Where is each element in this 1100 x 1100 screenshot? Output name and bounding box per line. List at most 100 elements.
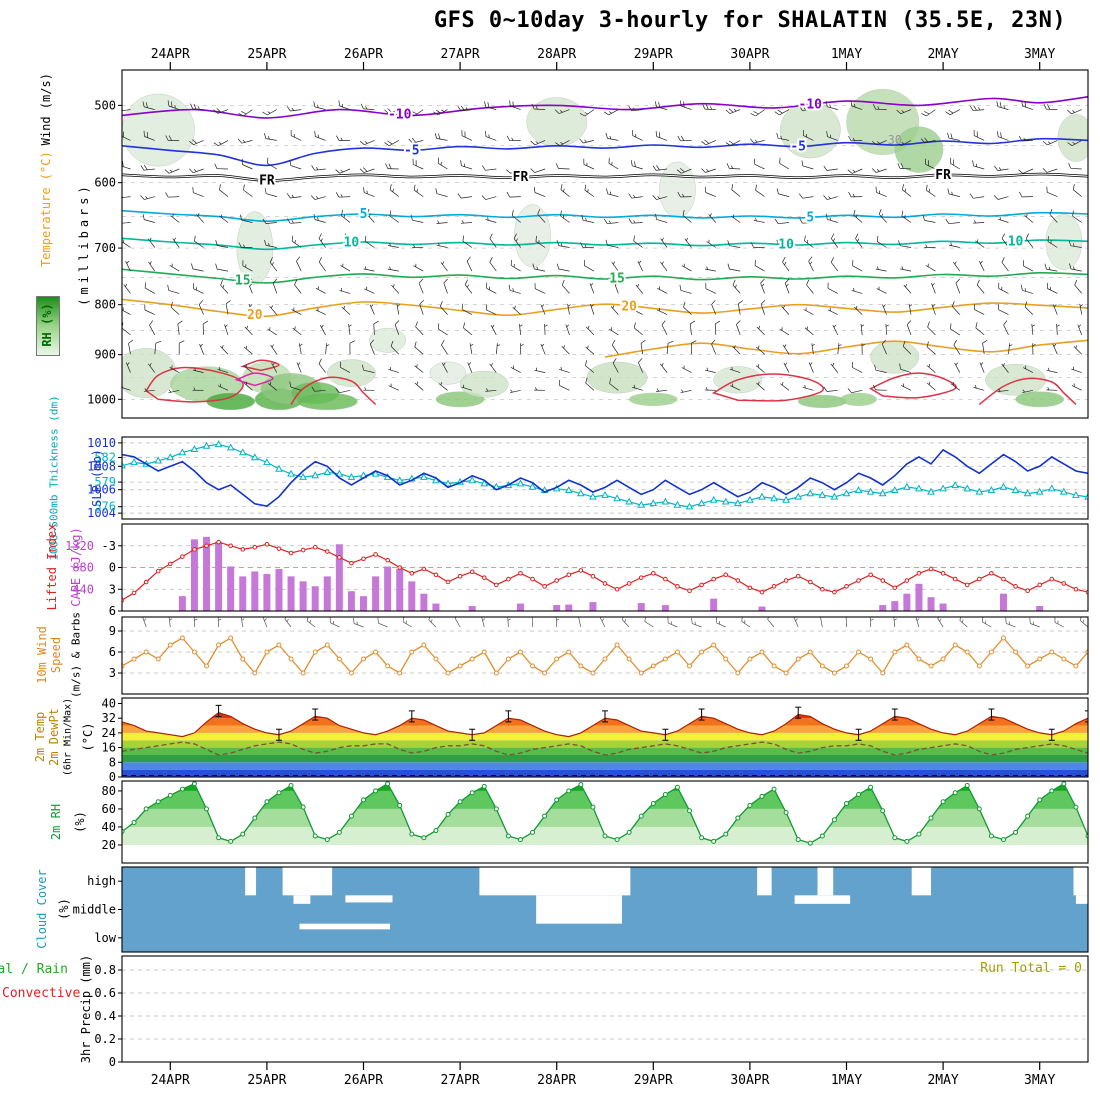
svg-text:2MAY: 2MAY bbox=[927, 47, 958, 62]
svg-text:0: 0 bbox=[109, 1055, 116, 1069]
rh2m-fill bbox=[122, 783, 1088, 863]
svg-text:800: 800 bbox=[94, 298, 116, 312]
run-total-text: Run Total = 0 bbox=[980, 961, 1082, 976]
svg-text:FR: FR bbox=[513, 170, 529, 185]
svg-text:middle: middle bbox=[73, 903, 116, 917]
svg-text:2MAY: 2MAY bbox=[927, 1073, 958, 1088]
time-axis: 24APR 24APR 25APR 25APR 26APR 26APR 27APR 27APR… bbox=[151, 47, 1056, 1088]
p3-cape-label: CAPE (J/kg) bbox=[69, 527, 83, 607]
svg-text:500: 500 bbox=[94, 98, 116, 112]
svg-text:10: 10 bbox=[344, 236, 360, 251]
p4-wind-label-2: Speed bbox=[49, 636, 63, 674]
rh-legend-swatch bbox=[36, 296, 60, 356]
svg-text:1MAY: 1MAY bbox=[831, 1073, 862, 1088]
svg-text:29APR: 29APR bbox=[634, 47, 673, 62]
p5-minmax-label: (6hr Min/Max) bbox=[62, 697, 74, 777]
svg-text:6: 6 bbox=[109, 604, 116, 618]
svg-text:20: 20 bbox=[247, 308, 263, 323]
temp2m-fill bbox=[122, 712, 1088, 777]
rh2m-panel bbox=[122, 781, 1088, 846]
svg-text:24: 24 bbox=[102, 726, 116, 740]
p8-convective-label: Convective bbox=[2, 986, 81, 1001]
svg-text:579: 579 bbox=[94, 475, 116, 489]
svg-text:576: 576 bbox=[94, 500, 116, 514]
svg-text:5: 5 bbox=[360, 207, 368, 222]
p8-total-rain-label: Total / Rain bbox=[0, 962, 68, 977]
svg-text:28APR: 28APR bbox=[537, 1073, 576, 1088]
svg-text:40: 40 bbox=[102, 697, 116, 711]
svg-text:0.8: 0.8 bbox=[94, 963, 116, 977]
cloud-panel bbox=[245, 867, 1088, 930]
svg-text:low: low bbox=[94, 931, 116, 945]
svg-text:440: 440 bbox=[72, 582, 94, 596]
svg-text:30: 30 bbox=[888, 133, 902, 147]
svg-text:high: high bbox=[87, 874, 116, 888]
svg-text:582: 582 bbox=[94, 451, 116, 465]
p2-slp-label: SLP (mb) bbox=[90, 449, 104, 507]
svg-text:1006: 1006 bbox=[87, 483, 116, 497]
p7-units-label: (%) bbox=[57, 898, 71, 920]
p3-lifted-index-label: Lifted Index bbox=[45, 523, 59, 611]
svg-text:32: 32 bbox=[102, 711, 116, 725]
slp-thickness-panel bbox=[122, 440, 1088, 510]
svg-text:0: 0 bbox=[109, 561, 116, 575]
svg-text:-3: -3 bbox=[102, 539, 116, 553]
svg-text:FR: FR bbox=[935, 168, 951, 183]
p4-wind-label-1: 10m Wind bbox=[35, 626, 49, 684]
svg-text:0.6: 0.6 bbox=[94, 986, 116, 1000]
svg-text:26APR: 26APR bbox=[344, 47, 383, 62]
svg-text:-5: -5 bbox=[404, 143, 420, 158]
svg-text:0.4: 0.4 bbox=[94, 1009, 116, 1023]
svg-text:700: 700 bbox=[94, 241, 116, 255]
svg-text:0: 0 bbox=[109, 770, 116, 784]
p1-wind-label: Wind (m/s) bbox=[39, 73, 53, 146]
svg-text:FR: FR bbox=[259, 174, 275, 189]
svg-text:-5: -5 bbox=[790, 140, 806, 155]
svg-text:15: 15 bbox=[609, 271, 625, 286]
svg-text:880: 880 bbox=[72, 561, 94, 575]
svg-text:80: 80 bbox=[102, 784, 116, 798]
p1-rh-label: RH (%) bbox=[40, 303, 54, 347]
svg-text:1004: 1004 bbox=[87, 506, 116, 520]
p1-millibars-label: (millibars) bbox=[77, 182, 91, 306]
temp2m-panel bbox=[122, 704, 1088, 756]
svg-text:24APR: 24APR bbox=[151, 47, 190, 62]
svg-text:5: 5 bbox=[806, 210, 814, 225]
svg-text:-10: -10 bbox=[388, 107, 412, 122]
svg-text:26APR: 26APR bbox=[344, 1073, 383, 1088]
li-cape-panel bbox=[122, 536, 1088, 611]
svg-text:1MAY: 1MAY bbox=[831, 47, 862, 62]
svg-text:16: 16 bbox=[102, 741, 116, 755]
svg-text:3MAY: 3MAY bbox=[1024, 47, 1055, 62]
upper-air-wind-barbs bbox=[122, 100, 1084, 394]
p6-units-label: (%) bbox=[73, 811, 87, 833]
svg-text:3: 3 bbox=[109, 582, 116, 596]
svg-text:-10: -10 bbox=[799, 98, 823, 113]
svg-text:25APR: 25APR bbox=[247, 1073, 286, 1088]
svg-text:27APR: 27APR bbox=[441, 47, 480, 62]
svg-text:30APR: 30APR bbox=[730, 47, 769, 62]
svg-text:1320: 1320 bbox=[65, 539, 94, 553]
svg-text:9: 9 bbox=[109, 624, 116, 638]
svg-text:28APR: 28APR bbox=[537, 47, 576, 62]
svg-text:20: 20 bbox=[621, 299, 637, 314]
svg-text:1000: 1000 bbox=[87, 392, 116, 406]
wind10m-panel bbox=[122, 617, 1088, 676]
p7-cloud-label: Cloud Cover bbox=[35, 869, 49, 949]
svg-text:15: 15 bbox=[235, 274, 251, 289]
svg-text:6: 6 bbox=[109, 645, 116, 659]
svg-text:40: 40 bbox=[102, 820, 116, 834]
svg-text:20: 20 bbox=[102, 838, 116, 852]
p5-dewpt-label: 2m DewPt bbox=[47, 708, 61, 766]
svg-text:25APR: 25APR bbox=[247, 47, 286, 62]
svg-text:10: 10 bbox=[1008, 235, 1024, 250]
svg-text:600: 600 bbox=[94, 176, 116, 190]
svg-text:60: 60 bbox=[102, 802, 116, 816]
p4-units-label: (m/s) & Barbs bbox=[69, 611, 83, 699]
p5-temp-label: 2m Temp bbox=[33, 711, 47, 763]
svg-text:30APR: 30APR bbox=[730, 1073, 769, 1088]
svg-text:0.2: 0.2 bbox=[94, 1032, 116, 1046]
